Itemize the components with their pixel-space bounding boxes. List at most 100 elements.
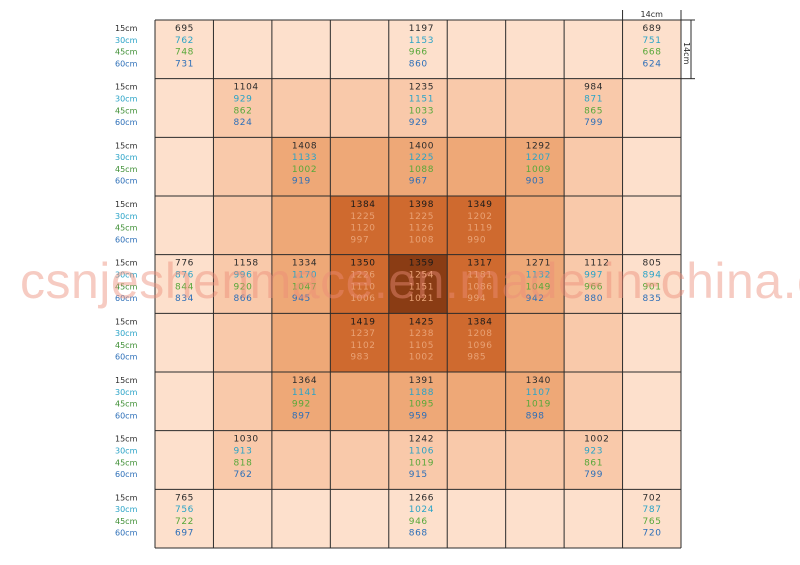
data-label: 1102 <box>350 341 375 351</box>
data-label: 1088 <box>409 165 434 175</box>
data-label: 1105 <box>409 341 434 351</box>
data-label: 1254 <box>409 270 434 280</box>
data-label: 1019 <box>526 400 551 410</box>
heatmap-cell <box>213 254 272 314</box>
data-label: 901 <box>643 282 662 292</box>
data-label: 1126 <box>409 224 434 234</box>
data-label: 695 <box>175 24 194 34</box>
data-label: 1237 <box>350 329 375 339</box>
data-label: 913 <box>233 446 252 456</box>
data-label: 1153 <box>409 36 434 46</box>
depth-label: 15cm <box>115 376 138 385</box>
heatmap-cell <box>155 313 214 372</box>
heatmap-cell <box>505 254 565 314</box>
heatmap-cell <box>447 489 506 548</box>
depth-label: 15cm <box>115 493 138 502</box>
data-label: 868 <box>409 529 428 539</box>
data-label: 1133 <box>292 153 317 163</box>
data-label: 1008 <box>409 235 434 245</box>
heatmap-cell <box>155 489 214 548</box>
depth-label: 45cm <box>115 517 138 526</box>
data-label: 861 <box>584 458 603 468</box>
data-label: 1047 <box>292 282 317 292</box>
data-label: 898 <box>526 411 545 421</box>
heatmap-cell <box>155 196 214 255</box>
data-label: 751 <box>643 36 662 46</box>
heatmap-cell <box>330 313 389 372</box>
heatmap-cell <box>213 372 272 431</box>
data-label: 1207 <box>526 153 551 163</box>
depth-label: 60cm <box>115 470 138 479</box>
heatmap-cell <box>388 313 448 372</box>
heatmap-cell <box>271 20 331 79</box>
data-label: 835 <box>643 294 662 304</box>
heatmap-cell <box>564 313 623 372</box>
heatmap-cell <box>447 196 506 255</box>
depth-label: 45cm <box>115 224 138 233</box>
data-label: 1225 <box>409 212 434 222</box>
depth-label: 45cm <box>115 282 138 291</box>
data-label: 920 <box>233 282 252 292</box>
data-label: 1141 <box>292 388 317 398</box>
heatmap-cell <box>447 372 506 431</box>
depth-label: 30cm <box>115 446 138 455</box>
data-label: 967 <box>409 177 428 187</box>
data-label: 1107 <box>526 388 551 398</box>
data-label: 966 <box>584 282 603 292</box>
data-label: 860 <box>409 59 428 69</box>
data-label: 1425 <box>409 317 434 327</box>
data-label: 824 <box>233 118 252 128</box>
data-label: 866 <box>233 294 252 304</box>
data-label: 996 <box>233 270 252 280</box>
heatmap-cell <box>447 78 506 138</box>
data-label: 1132 <box>526 270 551 280</box>
data-label: 1359 <box>409 259 434 269</box>
heatmap-cell <box>622 372 681 431</box>
heatmap-cell <box>622 78 681 138</box>
data-label: 1104 <box>233 83 258 93</box>
data-label: 929 <box>233 94 252 104</box>
heatmap-cell <box>271 313 331 372</box>
heatmap-cell <box>622 137 681 196</box>
depth-label: 60cm <box>115 235 138 244</box>
data-label: 903 <box>526 177 545 187</box>
heatmap-cell <box>564 489 623 548</box>
heatmap-cell <box>505 313 565 372</box>
data-label: 818 <box>233 458 252 468</box>
heatmap-cell <box>622 430 681 490</box>
watermark-text: csnjeshenmace.en.made-in-china.com <box>20 253 800 309</box>
heatmap-cell <box>388 372 448 431</box>
data-label: 1266 <box>409 493 434 503</box>
data-label: 722 <box>175 517 194 527</box>
heatmap-cell <box>213 78 272 138</box>
depth-label: 45cm <box>115 458 138 467</box>
heatmap-cell <box>213 430 272 490</box>
data-label: 799 <box>584 118 603 128</box>
data-label: 1242 <box>409 435 434 445</box>
data-label: 1181 <box>467 270 492 280</box>
data-label: 1225 <box>409 153 434 163</box>
data-label: 624 <box>643 59 662 69</box>
heatmap-cell <box>388 489 448 548</box>
depth-label: 60cm <box>115 353 138 362</box>
heatmap-cell <box>447 254 506 314</box>
data-label: 1019 <box>409 458 434 468</box>
data-label: 1208 <box>467 329 492 339</box>
data-label: 1419 <box>350 317 375 327</box>
data-label: 1400 <box>409 141 434 151</box>
data-label: 985 <box>467 353 486 363</box>
data-label: 1364 <box>292 376 317 386</box>
data-label: 1006 <box>350 294 375 304</box>
data-label: 997 <box>350 235 369 245</box>
depth-label: 15cm <box>115 141 138 150</box>
heatmap-cell <box>271 430 331 490</box>
depth-label: 60cm <box>115 411 138 420</box>
data-label: 1021 <box>409 294 434 304</box>
data-label: 1384 <box>467 317 492 327</box>
data-label: 762 <box>233 470 252 480</box>
depth-label: 45cm <box>115 165 138 174</box>
heatmap-cell <box>564 254 623 314</box>
data-label: 762 <box>175 36 194 46</box>
data-label: 966 <box>409 48 428 58</box>
depth-label: 15cm <box>115 259 138 268</box>
